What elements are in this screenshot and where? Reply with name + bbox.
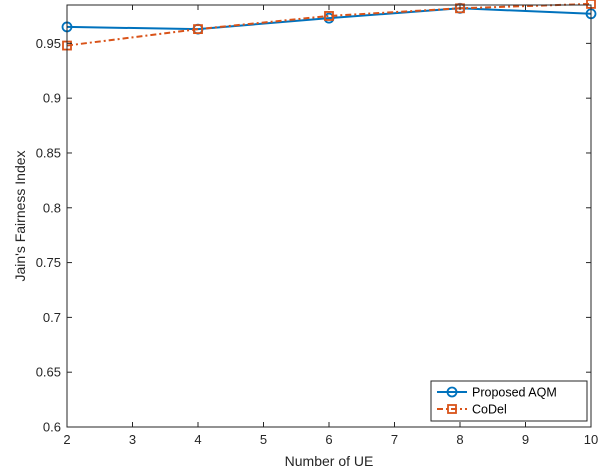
y-tick-label: 0.8 [43, 200, 61, 215]
x-axis-label: Number of UE [285, 453, 374, 469]
x-tick-label: 10 [584, 432, 598, 447]
x-tick-label: 4 [194, 432, 201, 447]
data-point [324, 11, 334, 21]
legend-item: Proposed AQM [437, 386, 557, 400]
x-tick-label: 9 [522, 432, 529, 447]
y-tick-label: 0.6 [43, 420, 61, 435]
legend-box [430, 380, 588, 422]
y-tick-label: 0.95 [36, 36, 61, 51]
y-tick-label: 0.9 [43, 91, 61, 106]
series-group [61, 0, 597, 51]
y-tick-label: 0.65 [36, 365, 61, 380]
series-codel [62, 0, 596, 51]
x-tick-label: 5 [260, 432, 267, 447]
y-tick-label: 0.7 [43, 310, 61, 325]
legend-label: CoDel [472, 403, 507, 417]
data-point [455, 3, 465, 14]
series-line [66, 2, 592, 47]
legend-marker [447, 404, 457, 414]
legend: Proposed AQM CoDel [430, 380, 588, 422]
x-tick-label: 3 [129, 432, 136, 447]
data-point [193, 24, 203, 35]
series-line [66, 7, 592, 31]
y-tick-label: 0.75 [36, 255, 61, 270]
legend-label: Proposed AQM [472, 386, 557, 400]
x-tick-label: 7 [391, 432, 398, 447]
x-tick-label: 2 [63, 432, 70, 447]
plot-area [67, 5, 591, 427]
axis-ticks: 2 3 4 5 6 7 8 9 10 0.6 0.65 0.7 0.75 0.8 0.85 0.9 0.95 [36, 5, 598, 447]
legend-marker [446, 386, 458, 398]
plot-frame [66, 4, 592, 428]
y-axis-label: Jain's Fairness Index [12, 150, 28, 281]
y-tick-label: 0.85 [36, 145, 61, 160]
legend-item: CoDel [437, 403, 507, 417]
x-tick-label: 8 [456, 432, 463, 447]
x-tick-label: 6 [325, 432, 332, 447]
